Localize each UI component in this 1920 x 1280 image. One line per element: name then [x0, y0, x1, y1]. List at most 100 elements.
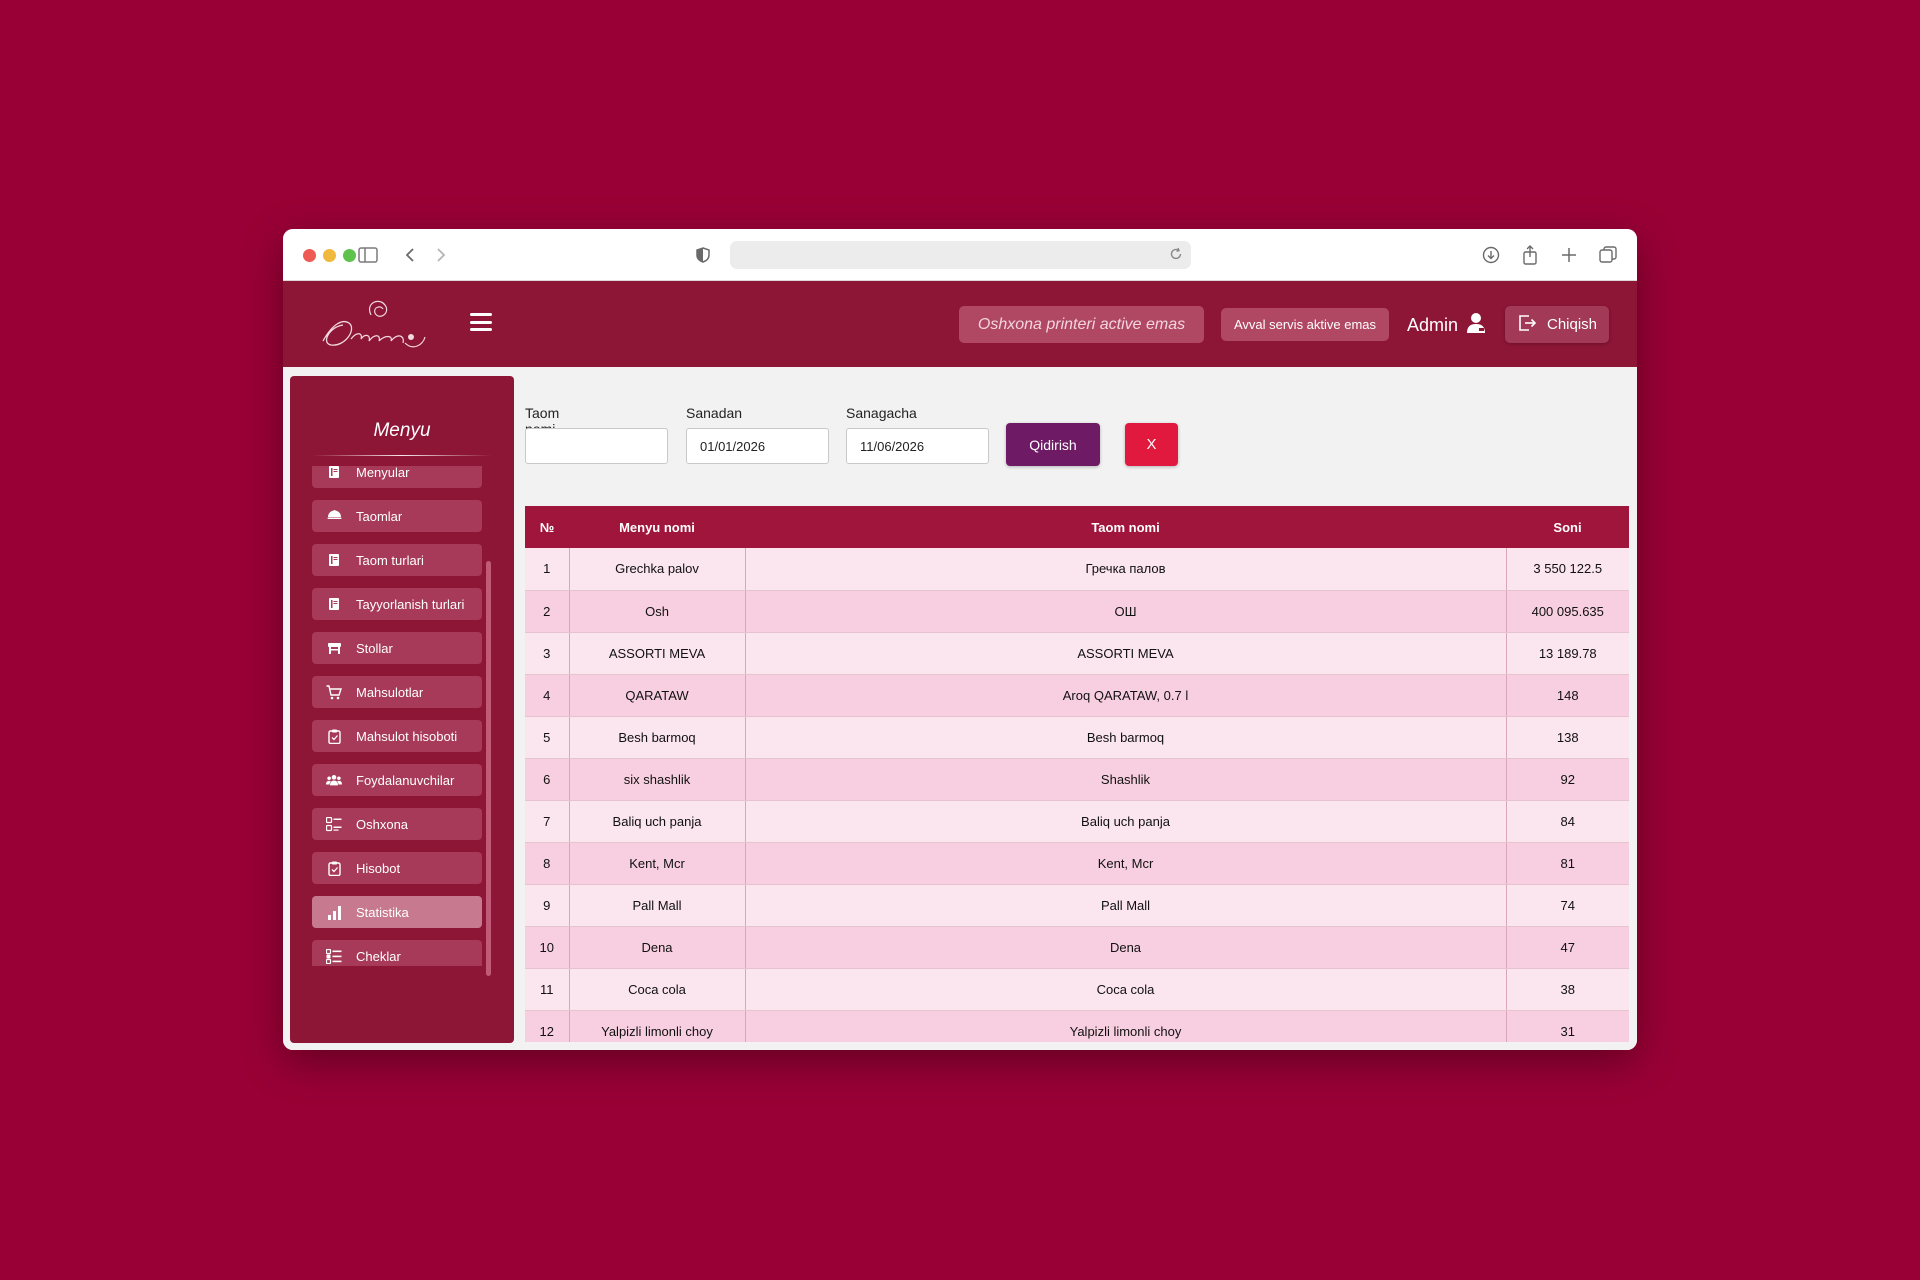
sidebar: Menyu Menyular Taomlar Taom turlari Tayyorl… [290, 376, 514, 1043]
sidebar-item-statistika[interactable]: Statistika [312, 896, 482, 928]
dish-name-cell: Гречка палов [745, 548, 1507, 591]
table-row[interactable]: 9 Pall Mall Pall Mall 74 [525, 884, 1629, 927]
count-cell: 3 550 122.5 [1506, 548, 1629, 591]
table-row[interactable]: 5 Besh barmoq Besh barmoq 138 [525, 716, 1629, 759]
sidebar-item-label: Stollar [356, 640, 393, 656]
dish-name-cell: Yalpizli limonli choy [745, 1010, 1507, 1042]
count-cell: 138 [1506, 716, 1629, 759]
row-number-cell: 11 [525, 968, 570, 1011]
forward-icon[interactable] [429, 243, 453, 267]
sidebar-item-label: Statistika [356, 904, 409, 920]
sidebar-toggle-icon[interactable] [356, 243, 380, 267]
sidebar-item-tayyorlanish-turlari[interactable]: Tayyorlanish turlari [312, 588, 482, 620]
logo[interactable] [313, 293, 433, 355]
dish-name-cell: ASSORTI MEVA [745, 632, 1507, 675]
menu-name-cell: Kent, Mcr [569, 842, 746, 885]
sidebar-item-label: Mahsulotlar [356, 684, 424, 700]
table-icon [326, 640, 342, 656]
count-cell: 84 [1506, 800, 1629, 843]
new-tab-icon[interactable] [1557, 243, 1581, 267]
bar-chart-icon [326, 904, 342, 920]
table-row[interactable]: 7 Baliq uch panja Baliq uch panja 84 [525, 800, 1629, 843]
close-window-button[interactable] [303, 249, 316, 262]
sidebar-item-foydalanuvchilar[interactable]: Foydalanuvchilar [312, 764, 482, 796]
column-header-count[interactable]: Soni [1553, 519, 1582, 535]
row-number-cell: 3 [525, 632, 570, 675]
dish-name-cell: Aroq QARATAW, 0.7 l [745, 674, 1507, 717]
sidebar-item-stollar[interactable]: Stollar [312, 632, 482, 664]
sanagacha-date-input[interactable]: 11/06/2026 [846, 428, 989, 464]
user-profile[interactable]: Admin [1407, 311, 1486, 339]
shield-icon [691, 243, 715, 267]
sidebar-item-mahsulot-hisoboti[interactable]: Mahsulot hisoboti [312, 720, 482, 752]
sidebar-scrollbar[interactable] [486, 561, 491, 976]
row-number-cell: 6 [525, 758, 570, 801]
table-row[interactable]: 4 QARATAW Aroq QARATAW, 0.7 l 148 [525, 674, 1629, 717]
row-number-cell: 2 [525, 590, 570, 633]
book-icon [326, 552, 342, 568]
tabs-overview-icon[interactable] [1596, 243, 1620, 267]
table-row[interactable]: 11 Coca cola Coca cola 38 [525, 968, 1629, 1011]
row-number-cell: 8 [525, 842, 570, 885]
sidebar-item-oshxona[interactable]: Oshxona [312, 808, 482, 840]
back-icon[interactable] [398, 243, 422, 267]
row-number-cell: 5 [525, 716, 570, 759]
table-row[interactable]: 2 Osh ОШ 400 095.635 [525, 590, 1629, 633]
sanadan-label: Sanadan [686, 405, 743, 421]
count-cell: 74 [1506, 884, 1629, 927]
table-row[interactable]: 1 Grechka palov Гречка палов 3 550 122.5 [525, 548, 1629, 591]
download-icon[interactable] [1479, 243, 1503, 267]
dish-icon [326, 508, 342, 524]
table-row[interactable]: 6 six shashlik Shashlik 92 [525, 758, 1629, 801]
share-icon[interactable] [1518, 243, 1542, 267]
count-cell: 13 189.78 [1506, 632, 1629, 675]
table-row[interactable]: 12 Yalpizli limonli choy Yalpizli limonli … [525, 1010, 1629, 1042]
address-bar[interactable] [730, 241, 1191, 269]
count-cell: 47 [1506, 926, 1629, 969]
sidebar-item-taom-turlari[interactable]: Taom turlari [312, 544, 482, 576]
user-icon [1466, 312, 1486, 339]
sidebar-item-label: Mahsulot hisoboti [356, 728, 458, 744]
dish-name-cell: Shashlik [745, 758, 1507, 801]
content-area: Menyu Menyular Taomlar Taom turlari Tayyorl… [283, 367, 1637, 1050]
dish-name-cell: Besh barmoq [745, 716, 1507, 759]
sidebar-item-menyular[interactable]: Menyular [312, 466, 482, 488]
table-row[interactable]: 8 Kent, Mcr Kent, Mcr 81 [525, 842, 1629, 885]
column-header-dish-name[interactable]: Taom nomi [1091, 519, 1160, 535]
kitchen-icon [326, 816, 342, 832]
sidebar-item-mahsulotlar[interactable]: Mahsulotlar [312, 676, 482, 708]
menu-name-cell: QARATAW [569, 674, 746, 717]
sidebar-item-taomlar[interactable]: Taomlar [312, 500, 482, 532]
book-icon [326, 596, 342, 612]
table-row[interactable]: 10 Dena Dena 47 [525, 926, 1629, 969]
count-cell: 31 [1506, 1010, 1629, 1042]
reload-icon[interactable] [1169, 247, 1183, 266]
row-number-cell: 4 [525, 674, 570, 717]
dish-name-cell: Dena [745, 926, 1507, 969]
sidebar-item-cheklar[interactable]: Cheklar [312, 940, 482, 966]
sidebar-menu-list: Menyular Taomlar Taom turlari Tayyorlanish … [312, 466, 482, 966]
dish-name-cell: Pall Mall [745, 884, 1507, 927]
sidebar-menu[interactable]: Menyular Taomlar Taom turlari Tayyorlanish … [290, 466, 514, 966]
sidebar-item-label: Taom turlari [356, 552, 424, 568]
column-header-menu-name[interactable]: Menyu nomi [619, 519, 695, 535]
taom-nomi-input[interactable] [525, 428, 668, 464]
minimize-window-button[interactable] [323, 249, 336, 262]
clear-button[interactable]: X [1125, 423, 1178, 466]
menu-name-cell: six shashlik [569, 758, 746, 801]
search-button[interactable]: Qidirish [1006, 423, 1100, 466]
table-body: 1 Grechka palov Гречка палов 3 550 122.5 2 Os… [525, 548, 1629, 1042]
dish-name-cell: Kent, Mcr [745, 842, 1507, 885]
row-number-cell: 7 [525, 800, 570, 843]
hamburger-menu-icon[interactable] [470, 313, 492, 331]
sidebar-item-hisobot[interactable]: Hisobot [312, 852, 482, 884]
maximize-window-button[interactable] [343, 249, 356, 262]
printer-status-badge: Oshxona printeri active emas [959, 306, 1204, 343]
logout-button[interactable]: Chiqish [1505, 306, 1609, 343]
table-row[interactable]: 3 ASSORTI MEVA ASSORTI MEVA 13 189.78 [525, 632, 1629, 675]
sidebar-divider [312, 455, 492, 456]
column-header-number[interactable]: № [539, 519, 555, 535]
sanadan-date-input[interactable]: 01/01/2026 [686, 428, 829, 464]
sidebar-title: Menyu [373, 420, 431, 441]
book-icon [326, 466, 342, 480]
